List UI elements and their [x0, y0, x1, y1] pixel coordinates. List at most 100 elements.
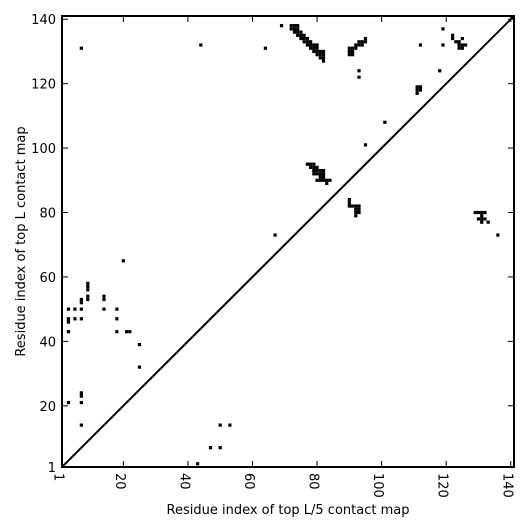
contact-point-top-l	[473, 210, 477, 215]
y-tick-label: 80	[39, 207, 56, 222]
contact-point-top-l	[308, 43, 313, 47]
contact-point-top-l	[66, 320, 71, 324]
x-axis-label: Residue index of top L/5 contact map	[167, 503, 410, 518]
contact-point-top-l	[451, 36, 455, 41]
contact-point-top-l5	[218, 446, 222, 450]
contact-point-top-l	[315, 49, 319, 54]
contact-point-top-l	[315, 46, 319, 50]
contact-point-top-l	[483, 210, 487, 215]
diagonal-line	[61, 15, 515, 468]
x-tick-label: 140	[499, 473, 514, 498]
contact-point-top-l	[318, 49, 322, 54]
contact-point-top-l	[128, 330, 132, 334]
contact-point-top-l	[363, 40, 368, 44]
contact-point-top-l	[73, 307, 77, 311]
contact-point-top-l	[73, 317, 77, 321]
contact-point-top-l	[463, 43, 468, 47]
contact-point-top-l	[460, 36, 464, 41]
contact-point-top-l	[299, 36, 303, 41]
contact-point-top-l	[315, 165, 319, 170]
contact-point-top-l	[296, 24, 300, 28]
y-tick-label: 1	[48, 461, 56, 476]
contact-point-top-l	[86, 297, 90, 302]
contact-point-top-l	[299, 30, 303, 34]
contact-point-top-l	[350, 53, 355, 57]
contact-point-top-l	[292, 24, 297, 28]
contact-point-top-l	[124, 330, 129, 334]
contact-point-top-l	[483, 217, 487, 221]
contact-point-top-l	[486, 220, 490, 224]
contact-point-top-l	[354, 210, 358, 215]
contact-point-top-l	[66, 330, 71, 334]
contact-point-top-l	[79, 423, 83, 427]
contact-point-top-l	[321, 59, 326, 63]
contact-point-top-l	[115, 330, 119, 334]
contact-point-top-l	[363, 143, 368, 147]
y-tick-label: 20	[39, 400, 56, 415]
y-axis-label: Residue index of top L contact map	[14, 126, 29, 356]
contact-point-top-l	[137, 365, 142, 369]
contact-point-top-l	[480, 217, 484, 221]
contact-point-top-l	[418, 85, 422, 89]
contact-point-top-l	[318, 178, 322, 182]
contact-point-top-l	[360, 40, 364, 44]
contact-point-top-l	[363, 36, 368, 41]
contact-point-top-l	[347, 204, 351, 208]
contact-point-top-l	[308, 46, 313, 50]
x-tick-label: 20	[112, 473, 127, 490]
contact-point-top-l	[480, 214, 484, 218]
contact-point-top-l	[315, 43, 319, 47]
contact-point-top-l	[321, 49, 326, 54]
contact-point-top-l	[454, 40, 458, 44]
contact-point-top-l	[305, 43, 309, 47]
contact-point-top-l	[102, 294, 106, 298]
contact-point-top-l	[347, 198, 351, 202]
contact-point-top-l	[86, 281, 90, 285]
plot-frame	[61, 15, 515, 468]
contact-point-top-l	[296, 30, 300, 34]
contact-point-top-l	[357, 204, 361, 208]
contact-point-top-l	[418, 43, 422, 47]
contact-point-top-l	[347, 46, 351, 50]
contact-point-top-l5	[218, 423, 222, 427]
x-axis-ticks: 1 20 40 60 80 100 120 140	[51, 16, 514, 498]
contact-point-top-l	[360, 43, 364, 47]
contact-point-top-l	[102, 307, 106, 311]
x-tick-label: 120	[435, 473, 450, 498]
contact-point-top-l	[451, 33, 455, 37]
contact-point-top-l5	[228, 423, 232, 427]
contact-point-top-l	[318, 56, 322, 60]
contact-point-top-l	[312, 169, 316, 173]
contact-point-top-l	[354, 207, 358, 211]
contact-point-top-l	[321, 178, 326, 182]
contact-point-top-l	[137, 342, 142, 347]
contact-point-top-l	[354, 204, 358, 208]
contact-point-top-l	[312, 43, 316, 47]
contact-point-top-l	[299, 33, 303, 37]
contact-point-top-l	[318, 172, 322, 176]
contact-point-top-l	[457, 40, 461, 44]
contact-point-top-l	[66, 400, 71, 405]
contact-point-top-l	[347, 49, 351, 54]
contact-point-top-l	[289, 24, 293, 28]
contact-point-top-l	[79, 301, 83, 305]
contact-point-top-l5	[208, 446, 213, 450]
contact-point-top-l	[315, 172, 319, 176]
contact-point-top-l	[312, 172, 316, 176]
contact-point-top-l	[476, 217, 481, 221]
contact-point-top-l	[263, 46, 268, 50]
contact-point-top-l	[441, 27, 445, 31]
contact-point-top-l	[354, 43, 358, 47]
contact-point-top-l	[279, 24, 284, 28]
contact-point-top-l	[318, 169, 322, 173]
contact-point-top-l	[480, 220, 484, 224]
contact-point-top-l	[415, 88, 419, 92]
contact-point-top-l	[357, 43, 361, 47]
contact-point-top-l	[321, 175, 326, 179]
contact-point-top-l	[350, 49, 355, 54]
contact-point-top-l	[86, 284, 90, 289]
contact-point-top-l	[121, 259, 125, 263]
contact-point-top-l	[415, 91, 419, 95]
contact-point-top-l	[357, 40, 361, 44]
